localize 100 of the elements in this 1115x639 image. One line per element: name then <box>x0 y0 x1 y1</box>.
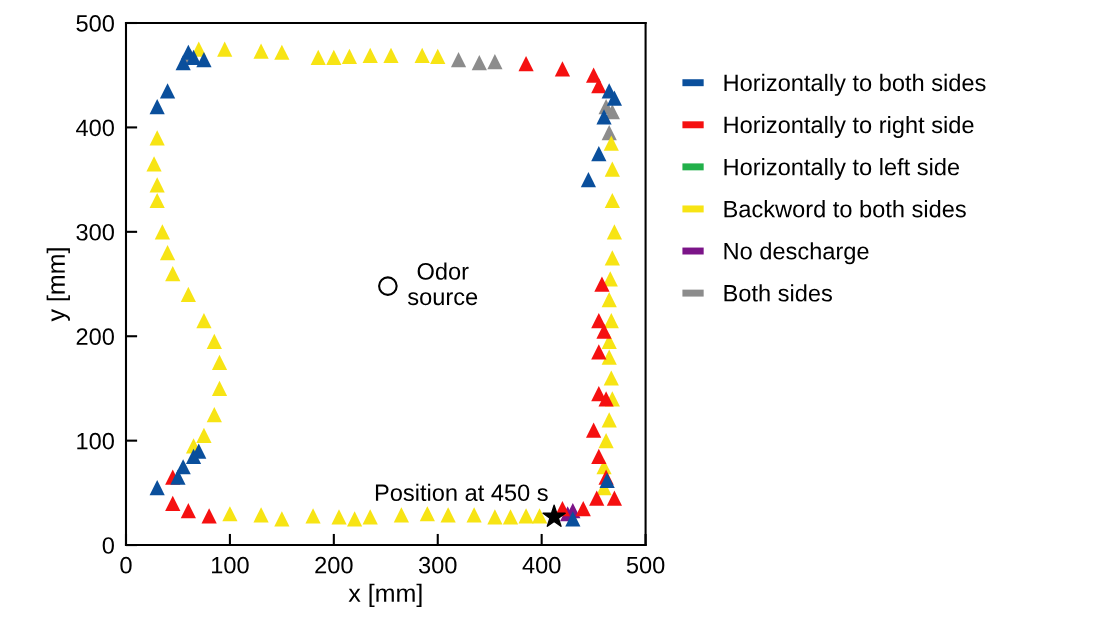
point <box>274 44 290 60</box>
y-tick-label: 0 <box>102 537 114 554</box>
point <box>440 507 456 523</box>
point <box>201 508 217 524</box>
y-tick-label: 300 <box>76 223 114 241</box>
point <box>601 412 617 428</box>
legend-label: Horizontally to left side <box>724 158 960 181</box>
point <box>603 312 619 329</box>
point <box>487 509 503 525</box>
point <box>383 47 399 63</box>
point <box>601 349 617 365</box>
point <box>604 161 620 177</box>
point <box>222 506 238 522</box>
point <box>419 506 435 522</box>
point <box>206 333 222 350</box>
point <box>603 135 619 151</box>
annotation: Position at 450 s <box>375 483 548 502</box>
point <box>326 49 342 66</box>
legend-label: Backword to both sides <box>724 200 966 218</box>
point <box>554 61 571 77</box>
point <box>347 511 363 527</box>
point <box>414 47 430 63</box>
point <box>430 48 446 65</box>
point <box>274 511 290 527</box>
point <box>159 83 176 99</box>
y-tick-label: 100 <box>77 432 114 450</box>
point <box>149 192 165 209</box>
point <box>253 43 269 59</box>
point <box>180 503 196 519</box>
point <box>450 51 467 68</box>
x-axis-title: x [mm] <box>348 583 422 608</box>
point <box>591 78 607 94</box>
point <box>596 109 612 125</box>
point <box>253 507 269 523</box>
point <box>518 56 534 72</box>
legend-label: No descharge <box>724 242 869 265</box>
point <box>596 323 612 339</box>
point <box>149 480 165 496</box>
x-tick-label: 400 <box>522 556 561 574</box>
x-tick-label: 500 <box>626 556 665 574</box>
point <box>518 508 534 524</box>
point <box>310 49 326 66</box>
point <box>196 312 212 329</box>
legend-label: Horizontally to both sides <box>724 73 986 96</box>
point <box>487 54 503 70</box>
point <box>591 344 607 360</box>
point <box>586 422 602 438</box>
point <box>575 500 591 517</box>
point <box>159 245 176 261</box>
point <box>341 48 358 65</box>
point <box>604 250 620 266</box>
point <box>180 286 196 303</box>
point <box>531 508 548 524</box>
point <box>604 192 620 209</box>
x-tick-label: 100 <box>212 556 249 574</box>
point <box>598 391 614 407</box>
point <box>175 459 191 475</box>
point <box>146 156 162 172</box>
point <box>211 354 228 370</box>
point <box>217 41 233 57</box>
point <box>466 507 482 523</box>
point <box>594 276 610 292</box>
point <box>589 490 605 506</box>
annotation: Odor source <box>407 262 478 306</box>
y-tick-label: 200 <box>76 328 114 346</box>
point <box>149 177 165 193</box>
point <box>598 433 614 449</box>
point <box>565 511 581 527</box>
point <box>591 448 607 464</box>
x-tick-label: 200 <box>315 556 353 574</box>
x-tick-label: 0 <box>120 556 132 574</box>
point <box>211 380 228 397</box>
point <box>393 507 409 523</box>
point <box>471 55 487 71</box>
x-tick-label: 300 <box>418 556 457 574</box>
point <box>331 509 347 525</box>
point <box>580 172 597 188</box>
legend-label: Both sides <box>724 284 832 302</box>
point <box>305 508 321 524</box>
point <box>606 490 623 506</box>
point <box>165 495 181 511</box>
point <box>606 224 623 240</box>
point <box>149 98 165 115</box>
point <box>601 292 617 308</box>
point <box>606 90 623 106</box>
point <box>196 427 212 444</box>
point <box>586 67 602 83</box>
point <box>154 224 170 240</box>
point <box>591 145 607 162</box>
point <box>206 406 222 423</box>
y-tick-label: 400 <box>76 119 114 137</box>
point <box>149 130 165 146</box>
point <box>603 370 619 386</box>
point <box>165 265 181 282</box>
point <box>362 47 378 63</box>
y-axis-title: y [mm] <box>46 248 70 322</box>
legend-label: Horizontally to right side <box>724 115 974 138</box>
point <box>196 51 212 68</box>
y-tick-label: 500 <box>76 15 114 32</box>
point <box>362 509 378 525</box>
